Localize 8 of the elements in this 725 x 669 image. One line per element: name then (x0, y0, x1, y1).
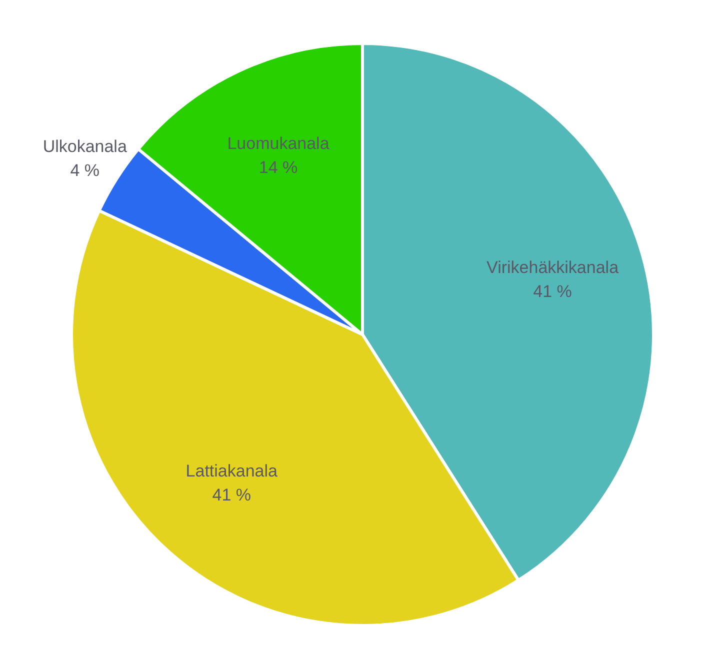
slice-label: Ulkokanala (42, 136, 128, 156)
data-label: 14 % (258, 158, 298, 178)
data-label: 41 % (533, 282, 572, 301)
slice-label: Lattiakanala (186, 462, 278, 481)
data-label: 4 % (70, 160, 100, 180)
data-label: 41 % (212, 486, 252, 505)
slice-label: Virikehäkkikanala (486, 258, 620, 277)
slice-label: Luomukanala (227, 134, 330, 154)
